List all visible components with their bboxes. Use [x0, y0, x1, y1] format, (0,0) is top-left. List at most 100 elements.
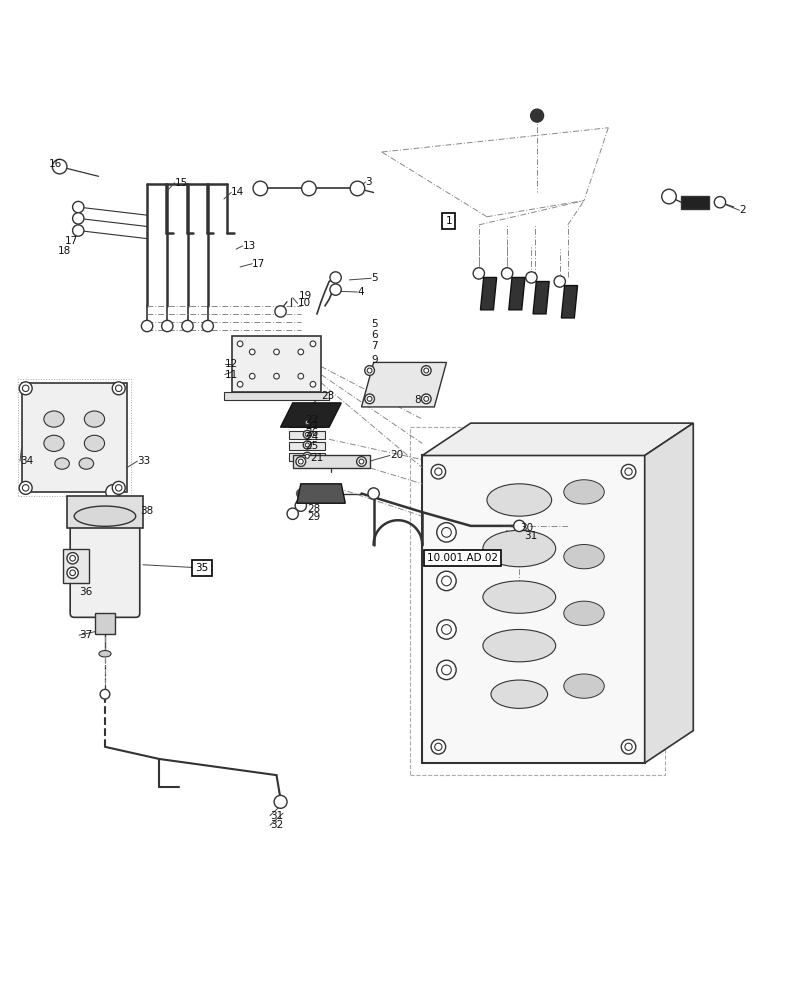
Circle shape	[161, 320, 173, 332]
Circle shape	[436, 571, 456, 591]
Text: 14: 14	[231, 187, 244, 197]
Circle shape	[367, 368, 371, 373]
Circle shape	[72, 213, 84, 224]
Ellipse shape	[44, 411, 64, 427]
Circle shape	[431, 464, 445, 479]
Circle shape	[19, 382, 32, 395]
Circle shape	[356, 457, 366, 466]
Circle shape	[624, 743, 632, 750]
Circle shape	[115, 485, 122, 491]
FancyBboxPatch shape	[22, 383, 127, 492]
Circle shape	[364, 394, 374, 404]
Circle shape	[501, 268, 513, 279]
Text: 20: 20	[389, 450, 402, 460]
Text: 6: 6	[371, 330, 377, 340]
Circle shape	[305, 420, 309, 424]
Circle shape	[287, 508, 298, 519]
Circle shape	[70, 570, 75, 576]
Ellipse shape	[563, 545, 603, 569]
Circle shape	[305, 432, 309, 436]
Circle shape	[23, 385, 29, 392]
Text: 1: 1	[445, 216, 452, 226]
Ellipse shape	[563, 480, 603, 504]
Text: 33: 33	[137, 456, 150, 466]
Text: 11: 11	[225, 370, 238, 380]
Circle shape	[436, 523, 456, 542]
Text: 32: 32	[270, 820, 283, 830]
Polygon shape	[508, 277, 524, 310]
Circle shape	[115, 385, 122, 392]
FancyBboxPatch shape	[289, 442, 324, 450]
Circle shape	[301, 181, 315, 196]
Circle shape	[72, 201, 84, 213]
FancyBboxPatch shape	[62, 549, 88, 583]
Text: 8: 8	[414, 395, 420, 405]
Circle shape	[67, 567, 78, 578]
Text: 3: 3	[365, 177, 371, 187]
Text: 31: 31	[524, 531, 537, 541]
Circle shape	[431, 740, 445, 754]
Circle shape	[441, 528, 451, 537]
Text: 23: 23	[320, 391, 334, 401]
Circle shape	[434, 743, 441, 750]
Circle shape	[620, 464, 635, 479]
Circle shape	[298, 373, 303, 379]
Polygon shape	[532, 282, 548, 314]
Circle shape	[620, 740, 635, 754]
Circle shape	[303, 430, 311, 438]
Text: 21: 21	[310, 453, 324, 463]
Polygon shape	[224, 392, 328, 400]
Ellipse shape	[54, 458, 69, 469]
FancyBboxPatch shape	[292, 455, 369, 468]
Text: 24: 24	[305, 432, 319, 442]
Circle shape	[247, 371, 258, 382]
Text: 35: 35	[195, 563, 208, 573]
Ellipse shape	[483, 629, 555, 662]
Circle shape	[307, 338, 318, 349]
Circle shape	[423, 368, 428, 373]
Polygon shape	[361, 362, 446, 407]
Polygon shape	[480, 277, 496, 310]
Circle shape	[294, 500, 306, 511]
Text: 7: 7	[371, 341, 377, 351]
Circle shape	[182, 320, 193, 332]
Circle shape	[275, 306, 286, 317]
Circle shape	[307, 379, 318, 390]
Circle shape	[624, 468, 632, 475]
Circle shape	[67, 553, 78, 564]
FancyBboxPatch shape	[232, 336, 320, 392]
Ellipse shape	[74, 506, 135, 526]
Ellipse shape	[84, 435, 105, 451]
Text: 18: 18	[58, 246, 71, 256]
Circle shape	[473, 268, 484, 279]
Circle shape	[234, 379, 246, 390]
Circle shape	[358, 459, 363, 464]
Circle shape	[237, 381, 242, 387]
Ellipse shape	[563, 601, 603, 625]
Text: 38: 38	[140, 506, 153, 516]
Ellipse shape	[84, 411, 105, 427]
Circle shape	[273, 373, 279, 379]
Circle shape	[234, 338, 246, 349]
Text: 34: 34	[20, 456, 33, 466]
Circle shape	[421, 394, 431, 404]
Circle shape	[441, 665, 451, 675]
Circle shape	[441, 576, 451, 586]
Text: 37: 37	[79, 630, 92, 640]
Circle shape	[72, 225, 84, 236]
Circle shape	[303, 418, 311, 426]
Text: 19: 19	[298, 291, 312, 301]
Circle shape	[247, 346, 258, 358]
Circle shape	[112, 481, 125, 494]
Text: 22: 22	[305, 415, 319, 425]
Text: 4: 4	[357, 287, 363, 297]
Circle shape	[303, 452, 311, 460]
Ellipse shape	[483, 581, 555, 613]
Circle shape	[100, 689, 109, 699]
Text: 17: 17	[252, 259, 265, 269]
Polygon shape	[296, 484, 345, 503]
Text: 31: 31	[270, 811, 283, 821]
Circle shape	[436, 660, 456, 680]
Circle shape	[271, 346, 282, 358]
Circle shape	[436, 620, 456, 639]
